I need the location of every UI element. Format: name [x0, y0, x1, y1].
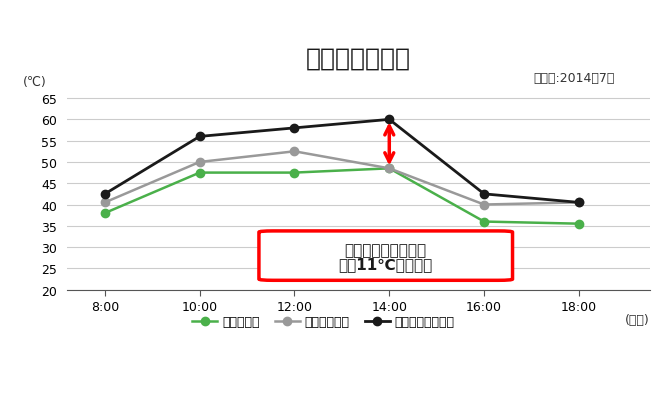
- アスファルト裕装: [101, 192, 109, 197]
- コンクリート: [101, 200, 109, 205]
- コンクリート: [196, 160, 203, 165]
- ガンコマサ: [291, 171, 299, 176]
- アスファルト裕装: [385, 117, 393, 122]
- ガンコマサ: [196, 171, 203, 176]
- コンクリート: [480, 202, 488, 207]
- Text: (時間): (時間): [625, 313, 650, 326]
- コンクリート: [291, 149, 299, 154]
- Text: 最大11℃の温度差: 最大11℃の温度差: [338, 257, 433, 272]
- コンクリート: [575, 200, 583, 205]
- FancyBboxPatch shape: [259, 231, 513, 281]
- Text: 表面温度比較表: 表面温度比較表: [306, 47, 411, 70]
- コンクリート: [385, 166, 393, 171]
- Text: 測定日:2014年7月: 測定日:2014年7月: [533, 71, 614, 84]
- アスファルト裕装: [575, 200, 583, 205]
- Text: (℃): (℃): [23, 75, 47, 88]
- アスファルト裕装: [291, 126, 299, 131]
- ガンコマサ: [480, 220, 488, 224]
- Line: コンクリート: コンクリート: [100, 148, 583, 209]
- Text: アスファルトに比べ: アスファルトに比べ: [344, 242, 427, 257]
- アスファルト裕装: [196, 134, 203, 139]
- ガンコマサ: [385, 166, 393, 171]
- Legend: ガンコマサ, コンクリート, アスファルト裕装: ガンコマサ, コンクリート, アスファルト裕装: [188, 311, 460, 334]
- Line: アスファルト裕装: アスファルト裕装: [100, 116, 583, 207]
- ガンコマサ: [101, 211, 109, 216]
- ガンコマサ: [575, 222, 583, 226]
- Line: ガンコマサ: ガンコマサ: [100, 165, 583, 228]
- アスファルト裕装: [480, 192, 488, 197]
